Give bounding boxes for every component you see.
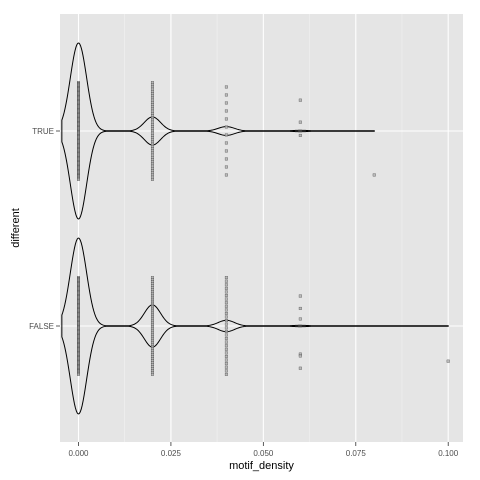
data-point	[298, 306, 302, 310]
data-point	[224, 329, 228, 333]
data-point	[150, 177, 154, 181]
data-point	[224, 304, 228, 308]
data-point	[224, 365, 228, 369]
data-point	[224, 276, 228, 280]
data-point	[224, 344, 228, 348]
x-tick-label: 0.075	[346, 449, 367, 458]
data-point	[224, 149, 228, 153]
x-tick-label: 0.000	[68, 449, 89, 458]
data-point	[224, 340, 228, 344]
data-point	[224, 117, 228, 121]
data-point	[446, 359, 450, 363]
minor-gridlines	[124, 14, 403, 442]
data-point	[224, 133, 228, 137]
data-point	[372, 173, 376, 177]
y-axis-title: different	[10, 208, 22, 248]
data-point	[224, 85, 228, 89]
data-point	[298, 294, 302, 298]
data-point	[77, 372, 80, 376]
data-point	[298, 120, 302, 124]
data-point	[224, 290, 228, 294]
data-point	[224, 286, 228, 290]
x-axis-ticks: 0.000 0.025 0.050 0.075 0.100	[68, 442, 459, 458]
data-point	[224, 326, 228, 330]
data-point	[224, 157, 228, 161]
data-point	[150, 372, 154, 376]
data-point	[224, 362, 228, 366]
data-point	[224, 141, 228, 145]
data-point	[224, 322, 228, 326]
x-axis-title: motif_density	[229, 460, 294, 472]
data-point	[224, 358, 228, 362]
data-point	[224, 312, 228, 315]
violin-false	[61, 237, 449, 415]
data-point	[224, 315, 228, 319]
data-point	[298, 354, 302, 358]
violin-true	[61, 42, 375, 220]
data-point	[298, 366, 302, 370]
y-tick-label: FALSE	[29, 322, 54, 331]
data-point	[224, 125, 228, 129]
y-tick-label: TRUE	[32, 127, 54, 136]
data-point	[224, 333, 228, 337]
y-axis-ticks: TRUE FALSE	[29, 127, 60, 331]
data-points	[77, 81, 450, 376]
data-point	[77, 177, 80, 181]
data-point	[224, 347, 228, 351]
plot-panel	[60, 14, 463, 442]
data-point	[224, 109, 228, 113]
data-point	[224, 355, 228, 358]
data-point	[298, 133, 302, 137]
data-point	[224, 279, 228, 283]
data-point	[298, 98, 302, 102]
data-point	[224, 301, 228, 305]
data-point	[224, 369, 228, 373]
x-tick-label: 0.025	[161, 449, 182, 458]
data-point	[224, 308, 228, 312]
data-point	[224, 337, 228, 340]
data-point	[224, 297, 228, 301]
data-point	[224, 372, 228, 376]
x-tick-label: 0.050	[253, 449, 274, 458]
violins	[61, 42, 449, 415]
x-tick-label: 0.100	[438, 449, 459, 458]
data-point	[224, 165, 228, 169]
data-point	[224, 93, 228, 97]
data-point	[224, 173, 228, 177]
data-point	[224, 101, 228, 105]
data-point	[298, 317, 302, 321]
data-point	[224, 294, 228, 297]
data-point	[224, 319, 228, 323]
data-point	[224, 283, 228, 287]
data-point	[224, 351, 228, 355]
